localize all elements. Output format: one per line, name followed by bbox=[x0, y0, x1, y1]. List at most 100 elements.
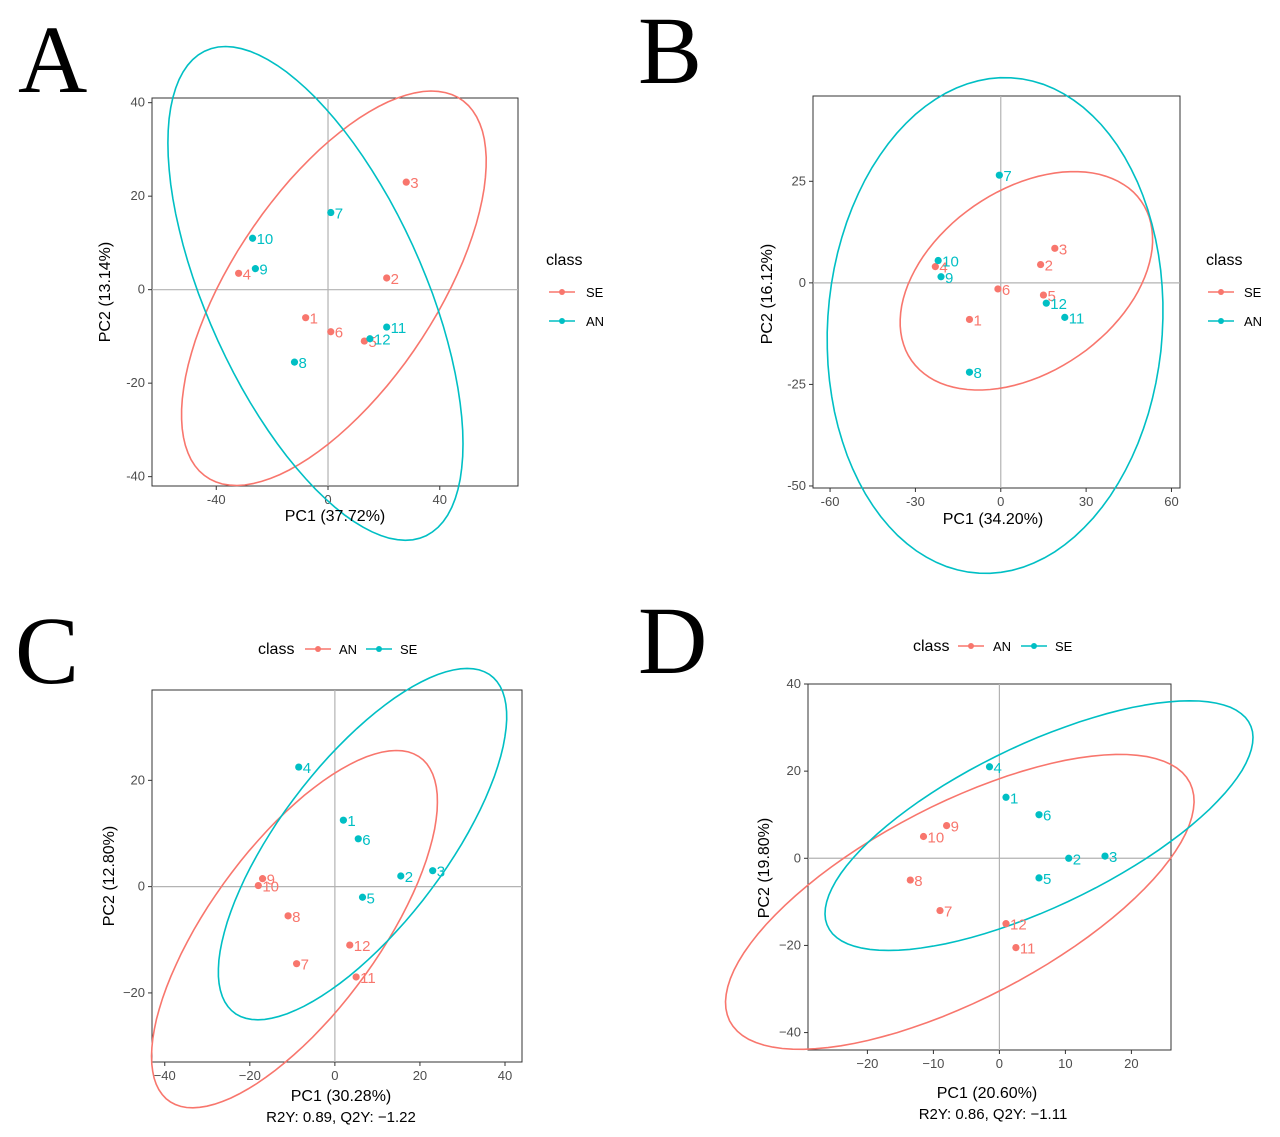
point-label: 10 bbox=[942, 254, 959, 271]
legend-item-an: AN bbox=[549, 314, 604, 329]
point-label: 6 bbox=[1002, 282, 1010, 299]
data-point bbox=[295, 763, 303, 771]
x-tick-label: −40 bbox=[154, 1068, 176, 1083]
data-point bbox=[235, 269, 243, 277]
x-tick-label: −20 bbox=[856, 1056, 878, 1071]
point-label: 2 bbox=[1045, 258, 1053, 275]
data-point bbox=[290, 358, 299, 366]
x-tick-label: 10 bbox=[1058, 1056, 1072, 1071]
x-tick-label: −20 bbox=[239, 1068, 261, 1083]
data-point bbox=[1002, 793, 1010, 801]
point-label: 8 bbox=[292, 909, 300, 926]
data-point bbox=[327, 328, 335, 336]
x-tick-label: 0 bbox=[331, 1068, 338, 1083]
legend-swatch-dot bbox=[1218, 318, 1224, 324]
legend-title: class bbox=[258, 641, 294, 658]
x-tick-label: -30 bbox=[906, 494, 925, 509]
y-tick-label: -20 bbox=[126, 375, 145, 390]
data-point bbox=[965, 368, 974, 376]
point-label: 11 bbox=[391, 320, 407, 337]
point-label: 12 bbox=[374, 332, 391, 349]
legend-item-se: SE bbox=[366, 642, 418, 657]
legend-swatch-dot bbox=[315, 646, 321, 652]
point-label: 1 bbox=[1010, 790, 1018, 807]
legend-label: AN bbox=[1244, 314, 1262, 329]
point-label: 3 bbox=[437, 864, 445, 881]
x-tick-label: 20 bbox=[1124, 1056, 1138, 1071]
legend-label: AN bbox=[339, 642, 357, 657]
data-point bbox=[937, 273, 945, 281]
y-tick-label: 20 bbox=[131, 772, 145, 787]
point-label: 8 bbox=[973, 365, 981, 382]
panel-letter-c: C bbox=[15, 597, 79, 704]
ellipse-se bbox=[899, 170, 1154, 391]
data-point bbox=[366, 335, 374, 343]
legend-swatch-dot bbox=[968, 643, 974, 649]
point-label: 5 bbox=[368, 334, 376, 351]
ellipse-an bbox=[826, 76, 1164, 575]
point-label: 6 bbox=[1043, 808, 1051, 825]
y-tick-label: 0 bbox=[138, 879, 145, 894]
x-tick-label: 40 bbox=[498, 1068, 512, 1083]
data-point bbox=[302, 314, 310, 322]
data-point bbox=[248, 234, 257, 242]
point-label: 9 bbox=[951, 819, 959, 836]
x-ticks: -40 0 40 bbox=[207, 486, 447, 507]
point-label: 8 bbox=[914, 873, 922, 890]
point-label: 7 bbox=[301, 957, 309, 974]
point-label: 4 bbox=[303, 760, 311, 777]
confidence-ellipses bbox=[150, 667, 508, 1109]
legend-swatch-dot bbox=[1031, 643, 1037, 649]
y-tick-label: 20 bbox=[131, 188, 145, 203]
data-point bbox=[931, 263, 939, 271]
legend-item-an: AN bbox=[958, 639, 1011, 654]
plot-frame bbox=[151, 97, 519, 487]
point-label: 6 bbox=[335, 325, 343, 342]
data-point bbox=[934, 256, 942, 265]
point-label: 9 bbox=[267, 872, 275, 889]
point-label: 12 bbox=[1050, 296, 1067, 313]
data-point bbox=[1012, 944, 1020, 952]
point-label: 5 bbox=[1043, 871, 1051, 888]
point-label: 5 bbox=[367, 890, 375, 907]
legend: class AN SE bbox=[913, 638, 1073, 655]
legend-title: class bbox=[913, 638, 949, 655]
data-point bbox=[1035, 874, 1043, 882]
data-point bbox=[352, 973, 360, 981]
point-label: 2 bbox=[391, 271, 399, 288]
y-tick-label: -40 bbox=[126, 469, 145, 484]
point-label: 1 bbox=[310, 311, 318, 328]
legend-label: AN bbox=[586, 314, 604, 329]
data-point bbox=[995, 171, 1003, 179]
data-point bbox=[1042, 299, 1050, 307]
x-axis-title: PC1 (20.60%) bbox=[937, 1085, 1038, 1102]
data-point bbox=[254, 881, 262, 890]
legend-title: class bbox=[1206, 252, 1242, 269]
data-point bbox=[1035, 811, 1043, 819]
confidence-ellipses bbox=[167, 45, 488, 542]
ellipse-se bbox=[824, 699, 1254, 952]
point-label: 10 bbox=[262, 879, 279, 896]
point-label: 11 bbox=[360, 970, 376, 987]
legend-label: SE bbox=[1244, 285, 1262, 300]
legend-item-se: SE bbox=[1021, 639, 1073, 654]
data-point bbox=[258, 875, 267, 883]
data-point bbox=[346, 941, 354, 949]
point-label: 3 bbox=[410, 175, 418, 192]
point-label: 7 bbox=[335, 206, 343, 223]
y-ticks: −40 −20 0 20 40 bbox=[779, 676, 808, 1040]
point-label: 4 bbox=[939, 260, 947, 277]
y-tick-label: 40 bbox=[787, 676, 801, 691]
x-tick-label: 0 bbox=[997, 494, 1004, 509]
point-label: 12 bbox=[1010, 917, 1027, 934]
x-tick-label: 0 bbox=[324, 492, 331, 507]
legend-label: SE bbox=[586, 285, 604, 300]
point-label: 3 bbox=[1109, 849, 1117, 866]
legend-swatch-dot bbox=[559, 289, 565, 295]
y-tick-label: 20 bbox=[787, 763, 801, 778]
plot-frame bbox=[807, 683, 1172, 1051]
